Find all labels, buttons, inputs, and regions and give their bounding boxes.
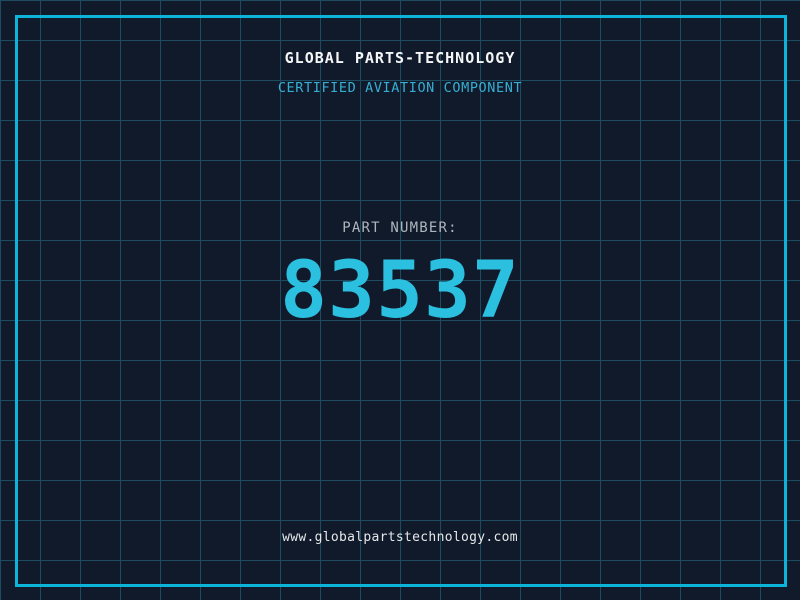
part-number-value: 83537 [280,246,520,336]
part-number-label: PART NUMBER: [342,220,458,236]
website-url: www.globalpartstechnology.com [282,530,518,545]
certification-subtitle: CERTIFIED AVIATION COMPONENT [277,80,523,96]
company-title: GLOBAL PARTS-TECHNOLOGY [284,49,516,67]
